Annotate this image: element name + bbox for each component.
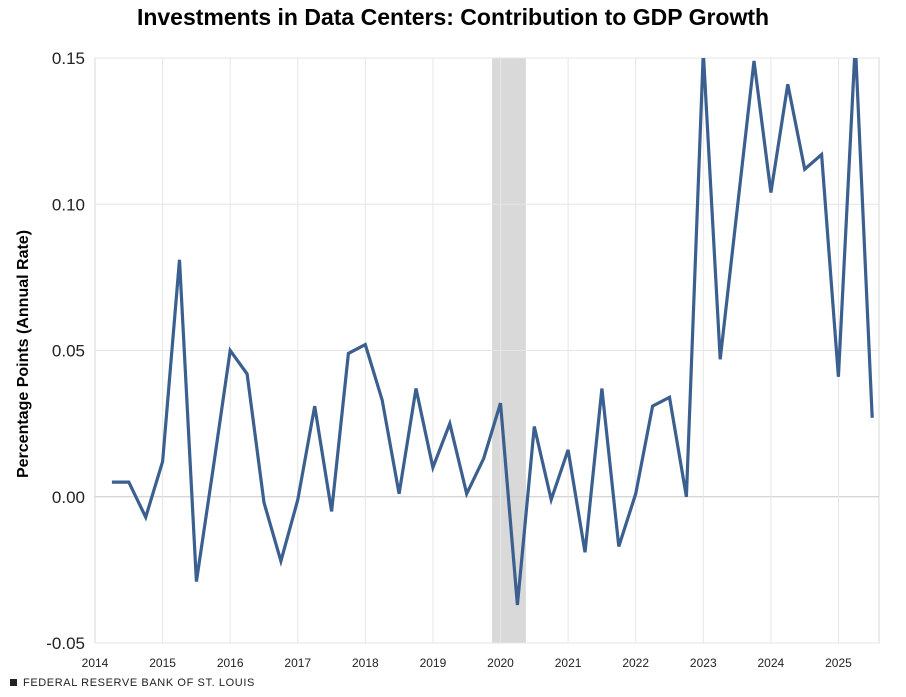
x-tick-label: 2021 [555,656,582,670]
chart-title: Investments in Data Centers: Contributio… [136,4,770,30]
series-line-0 [111,58,874,606]
y-tick-label: -0.05 [46,634,85,653]
source-text: FEDERAL RESERVE BANK OF ST. LOUIS [23,677,255,689]
y-tick-label: 0.10 [52,195,85,214]
gridlines [95,57,879,644]
x-tick-label: 2018 [352,656,379,670]
y-tick-labels: 0.15 0.10 0.05 0.00 -0.05 [46,49,85,653]
x-tick-label: 2025 [825,656,852,670]
source-footer: FEDERAL RESERVE BANK OF ST. LOUIS [10,677,255,689]
x-tick-label: 2024 [758,656,785,670]
x-tick-label: 2022 [622,656,649,670]
footer-square-icon [10,679,17,686]
x-tick-label: 2017 [284,656,311,670]
x-tick-label: 2014 [82,656,109,670]
x-tick-label: 2019 [420,656,447,670]
y-axis-label: Percentage Points (Annual Rate) [15,230,32,478]
x-tick-label: 2023 [690,656,717,670]
x-tick-label: 2016 [217,656,244,670]
series-layer [111,58,874,606]
x-tick-labels: 2014 2015 2016 2017 2018 2019 2020 2021 2022 2023… [82,656,852,670]
x-tick-label: 2020 [487,656,514,670]
x-tick-label: 2015 [149,656,176,670]
y-tick-label: 0.15 [52,49,85,68]
y-tick-label: 0.05 [52,342,85,361]
y-tick-label: 0.00 [52,488,85,507]
